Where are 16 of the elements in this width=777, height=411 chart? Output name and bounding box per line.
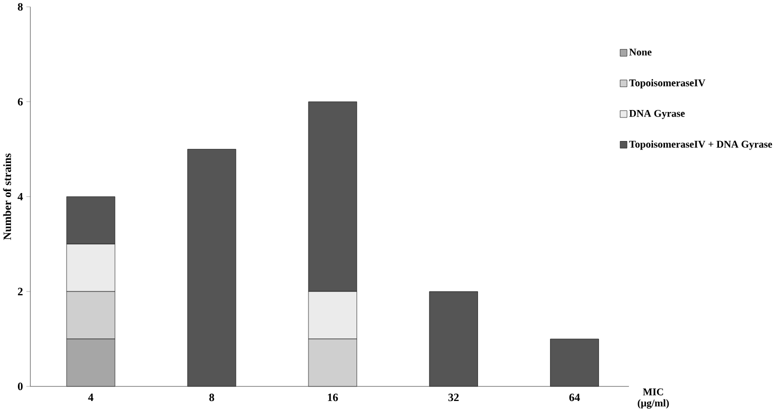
y-tick-label: 6: [18, 98, 23, 106]
y-tick-label: 2: [18, 288, 23, 296]
y-tick-label: 4: [18, 193, 23, 201]
legend-label: TopoisomeraseIV: [629, 79, 706, 89]
x-tick-label: 64: [569, 394, 580, 402]
y-axis-title: Number of strains: [3, 154, 12, 240]
x-tick-label: 8: [209, 394, 214, 402]
y-tick-label: 0: [18, 382, 23, 390]
legend-label: DNA Gyrase: [629, 110, 685, 120]
x-tick-label: 4: [88, 394, 94, 402]
x-tick-label: 16: [328, 394, 338, 402]
x-axis-title: MIC (μg/ml): [638, 388, 669, 409]
legend-label: TopoisomeraseIV + DNA Gyrase: [629, 140, 772, 150]
y-tick-label: 8: [18, 3, 23, 11]
legend-label: None: [629, 48, 652, 56]
x-tick-label: 32: [448, 394, 459, 402]
